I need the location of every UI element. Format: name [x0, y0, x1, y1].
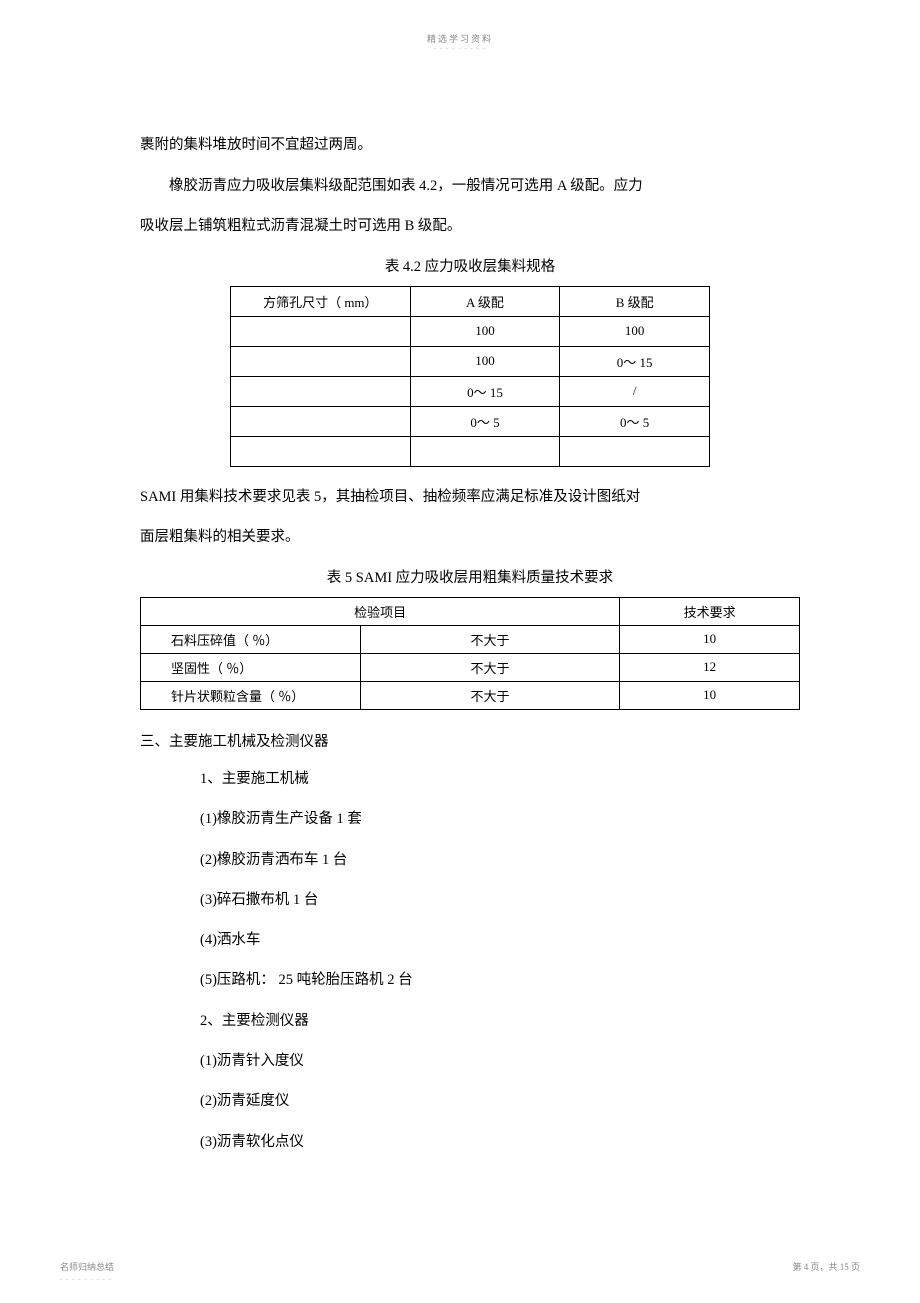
table-header: 技术要求	[620, 597, 800, 625]
table1-title: 表 4.2 应力吸收层集料规格	[140, 255, 800, 276]
paragraph-2b: 吸收层上铺筑粗粒式沥青混凝土时可选用 B 级配。	[140, 206, 800, 247]
table-row	[231, 436, 710, 466]
footer-left: 名师归纳总结	[60, 1260, 114, 1273]
table-cell: 12	[620, 653, 800, 681]
table-row: 检验项目 技术要求	[141, 597, 800, 625]
table-cell: 石料压碎值（ ％）	[141, 625, 361, 653]
header-dots: - - - - - - - - -	[434, 44, 486, 52]
list-item: (1)橡胶沥青生产设备 1 套	[200, 809, 800, 829]
table-header: 检验项目	[141, 597, 620, 625]
footer-left-dots: - - - - - - - - -	[60, 1275, 112, 1283]
list-item: (2)橡胶沥青洒布车 1 台	[200, 850, 800, 870]
table-cell	[231, 436, 411, 466]
table-cell	[560, 436, 710, 466]
table-cell: 0～ 5	[410, 406, 560, 436]
table-cell: 不大于	[360, 625, 620, 653]
list-item: 2、主要检测仪器	[200, 1011, 800, 1031]
paragraph-3a: SAMI 用集料技术要求见表 5，其抽检项目、抽检频率应满足标准及设计图纸对	[140, 477, 800, 518]
table-row: 坚固性（ ％） 不大于 12	[141, 653, 800, 681]
table-header: B 级配	[560, 286, 710, 316]
table-cell: 100	[410, 346, 560, 376]
table-row: 100 0～ 15	[231, 346, 710, 376]
table-cell	[231, 346, 411, 376]
table-cell	[231, 406, 411, 436]
table-cell: 100	[410, 316, 560, 346]
table-cell	[410, 436, 560, 466]
table-cell: 坚固性（ ％）	[141, 653, 361, 681]
list-item: 1、主要施工机械	[200, 769, 800, 789]
table-cell: 100	[560, 316, 710, 346]
section-3-title: 三、主要施工机械及检测仪器	[140, 730, 800, 751]
list-item: (3)碎石撒布机 1 台	[200, 890, 800, 910]
table-cell: 不大于	[360, 681, 620, 709]
paragraph-3b: 面层粗集料的相关要求。	[140, 517, 800, 558]
table-cell: 0～ 15	[560, 346, 710, 376]
footer-page-number: 第 4 页，共 15 页	[792, 1260, 860, 1273]
equipment-list: 1、主要施工机械 (1)橡胶沥青生产设备 1 套 (2)橡胶沥青洒布车 1 台 …	[140, 769, 800, 1152]
table-row: 0～ 5 0～ 5	[231, 406, 710, 436]
table-cell	[231, 316, 411, 346]
table-cell: 10	[620, 625, 800, 653]
table-row: 针片状颗粒含量（ ％） 不大于 10	[141, 681, 800, 709]
table-row: 0～ 15 /	[231, 376, 710, 406]
table-1: 方筛孔尺寸（ mm） A 级配 B 级配 100 100 100 0～ 15 0…	[230, 286, 710, 467]
table-header: 方筛孔尺寸（ mm）	[231, 286, 411, 316]
table-cell: 0～ 15	[410, 376, 560, 406]
paragraph-1: 裹附的集料堆放时间不宜超过两周。	[140, 125, 800, 166]
list-item: (4)洒水车	[200, 930, 800, 950]
table-cell: 10	[620, 681, 800, 709]
list-item: (2)沥青延度仪	[200, 1091, 800, 1111]
table2-title: 表 5 SAMI 应力吸收层用粗集料质量技术要求	[140, 566, 800, 587]
table-row: 方筛孔尺寸（ mm） A 级配 B 级配	[231, 286, 710, 316]
table-2: 检验项目 技术要求 石料压碎值（ ％） 不大于 10 坚固性（ ％） 不大于 1…	[140, 597, 800, 710]
table-cell	[231, 376, 411, 406]
document-content: 裹附的集料堆放时间不宜超过两周。 橡胶沥青应力吸收层集料级配范围如表 4.2，一…	[140, 125, 800, 1172]
table-row: 石料压碎值（ ％） 不大于 10	[141, 625, 800, 653]
table-cell: 0～ 5	[560, 406, 710, 436]
table-cell: 针片状颗粒含量（ ％）	[141, 681, 361, 709]
table-header: A 级配	[410, 286, 560, 316]
list-item: (3)沥青软化点仪	[200, 1132, 800, 1152]
list-item: (1)沥青针入度仪	[200, 1051, 800, 1071]
paragraph-2a: 橡胶沥青应力吸收层集料级配范围如表 4.2，一般情况可选用 A 级配。应力	[140, 166, 800, 207]
list-item: (5)压路机： 25 吨轮胎压路机 2 台	[200, 970, 800, 990]
table-row: 100 100	[231, 316, 710, 346]
table-cell: /	[560, 376, 710, 406]
table-cell: 不大于	[360, 653, 620, 681]
